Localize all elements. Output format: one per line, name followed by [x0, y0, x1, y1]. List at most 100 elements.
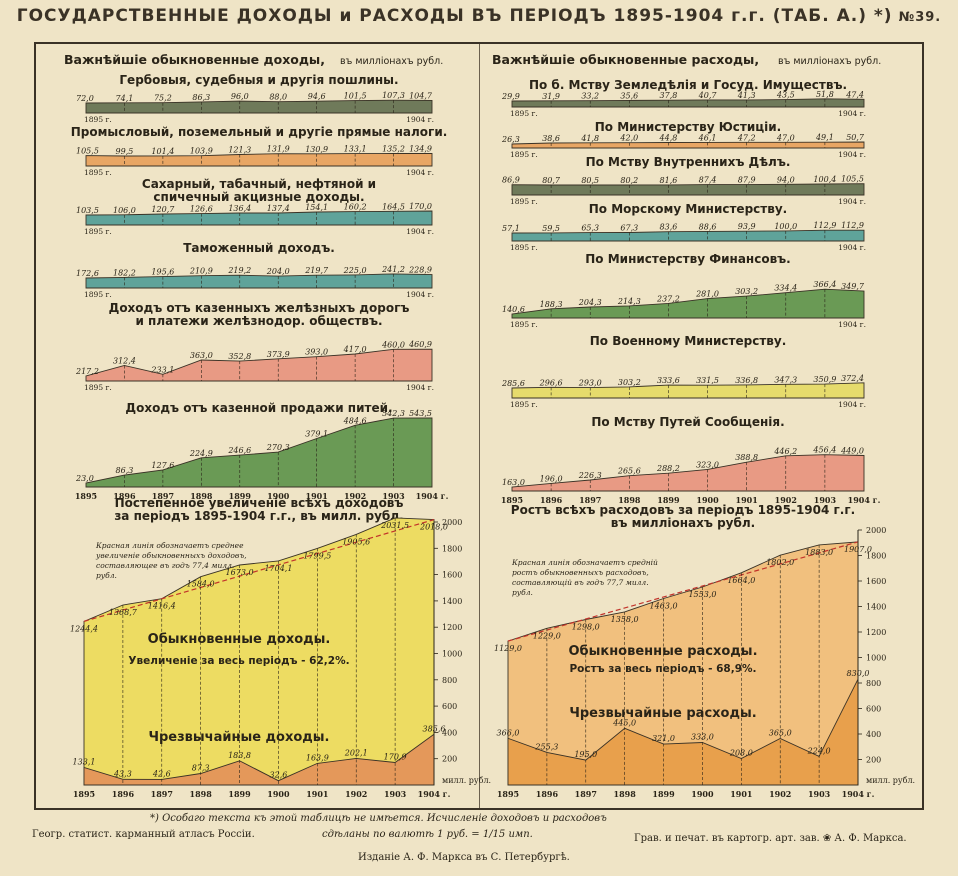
year-tick-exp-total-2: 1897	[575, 789, 597, 799]
value-label-exp-total-ordinary-8: 1883,0	[805, 548, 833, 557]
year-start-rev-excise: 1895 г.	[84, 227, 112, 236]
area-exp-war	[511, 382, 865, 399]
value-label-exp-justice-9: 50,7	[846, 133, 865, 142]
page-title: ГОСУДАРСТВЕННЫЕ ДОХОДЫ и РАСХОДЫ ВЪ ПЕРІ…	[0, 6, 958, 26]
value-label-rev-rail-8: 460,0	[381, 340, 405, 349]
chart-title-rev-rail: Доходъ отъ казенныхъ желѣзныхъ дорогъ	[109, 301, 410, 315]
value-label-rev-stamp-1: 74,1	[116, 94, 134, 103]
value-label-exp-total-extra-1: 255,3	[534, 742, 558, 751]
value-label-rev-drink-8: 542,3	[382, 409, 405, 418]
value-label-exp-total-extra-4: 321,0	[652, 734, 675, 743]
value-label-exp-war-4: 333,6	[657, 376, 680, 385]
value-label-rev-rail-9: 460,9	[408, 340, 432, 349]
value-label-exp-finance-5: 281,0	[695, 290, 719, 299]
chart-title-rev-rail-line2: и платежи желѣзнодор. обществъ.	[135, 314, 382, 328]
year-start-rev-customs: 1895 г.	[84, 290, 112, 299]
value-label-rev-drink-9: 543,5	[409, 409, 432, 418]
value-label-rev-total-extra-5: 32,6	[270, 771, 288, 780]
average-note-exp-total-line1: ростъ обыкновенныхъ расходовъ,	[512, 568, 649, 577]
chart-frame	[34, 42, 924, 810]
title-text: ГОСУДАРСТВЕННЫЕ ДОХОДЫ и РАСХОДЫ ВЪ ПЕРІ…	[16, 6, 893, 26]
area-rev-total-ordinary	[83, 517, 435, 786]
value-label-rev-total-ordinary-5: 1704,1	[264, 564, 292, 573]
value-label-rev-customs-3: 210,9	[189, 267, 213, 276]
y-tick-label-rev-total-1200: 1200	[442, 623, 462, 632]
chart-title-rev-excise: Сахарный, табачный, нефтяной и	[142, 177, 376, 191]
value-label-rev-industrial-4: 121,3	[228, 145, 251, 154]
y-tick-label-rev-total-1600: 1600	[442, 571, 462, 580]
value-label-exp-interior-6: 87,9	[738, 176, 756, 185]
value-label-exp-total-extra-8: 224,0	[807, 746, 831, 755]
area-exp-navy	[511, 229, 865, 242]
value-label-exp-total-extra-6: 208,0	[729, 748, 753, 757]
value-label-rev-total-extra-6: 163,9	[306, 753, 329, 762]
year-tick-exp-transport-4: 1899	[657, 495, 680, 505]
chart-title-rev-customs: Таможенный доходъ.	[183, 241, 335, 255]
value-label-exp-interior-7: 94,0	[777, 175, 795, 184]
value-label-rev-stamp-2: 75,2	[154, 94, 172, 103]
value-label-exp-finance-6: 303,2	[735, 287, 758, 296]
value-label-rev-rail-4: 352,8	[228, 352, 251, 361]
value-label-rev-drink-2: 127,6	[151, 461, 174, 470]
value-label-exp-war-5: 331,5	[696, 376, 719, 385]
year-tick-rev-total-0: 1895	[73, 789, 95, 799]
year-tick-exp-total-5: 1900	[691, 789, 714, 799]
year-start-exp-agri: 1895 г.	[510, 109, 538, 118]
area-exp-agri	[511, 98, 865, 108]
year-tick-exp-transport-2: 1897	[579, 495, 601, 505]
value-label-exp-war-7: 347,3	[774, 375, 797, 384]
value-label-rev-excise-2: 120,7	[151, 205, 175, 214]
value-label-exp-justice-5: 46,1	[698, 133, 717, 142]
value-label-exp-justice-1: 38,6	[542, 134, 560, 143]
year-start-rev-stamp: 1895 г.	[84, 115, 112, 124]
chart-title-rev-stamp: Гербовыя, судебныя и другія пошлины.	[119, 73, 398, 87]
year-start-exp-war: 1895 г.	[510, 400, 538, 409]
chart-title-rev-drink: Доходъ отъ казенной продажи питей.	[125, 401, 392, 415]
average-note-rev-total-line2: составляющее въ годъ 77,4 милл.	[96, 561, 234, 570]
y-tick-label-exp-total-1600: 1600	[866, 577, 886, 586]
year-tick-rev-drink-6: 1901	[306, 491, 328, 501]
value-label-exp-navy-6: 93,9	[738, 222, 756, 231]
area-rev-excise	[85, 210, 433, 226]
value-label-rev-excise-8: 164,5	[382, 202, 405, 211]
value-label-rev-drink-4: 246,6	[227, 446, 251, 455]
y-tick-label-exp-total-400: 400	[866, 730, 881, 739]
value-label-exp-interior-5: 87,4	[699, 176, 717, 185]
value-label-exp-war-8: 350,9	[813, 375, 836, 384]
value-label-rev-total-ordinary-1: 1368,7	[109, 608, 138, 617]
value-label-rev-rail-0: 217,2	[75, 367, 99, 376]
value-label-exp-finance-1: 188,3	[540, 300, 563, 309]
value-label-rev-customs-6: 219,7	[304, 266, 329, 275]
value-label-rev-stamp-8: 107,3	[382, 91, 405, 100]
value-label-rev-customs-7: 225,0	[343, 266, 367, 275]
year-end-exp-war: 1904 г.	[838, 400, 866, 409]
value-label-exp-total-ordinary-2: 1298,0	[572, 623, 600, 632]
year-end-exp-finance: 1904 г.	[838, 320, 866, 329]
value-label-exp-transport-4: 288,2	[656, 464, 680, 473]
value-label-rev-customs-1: 182,2	[113, 268, 136, 277]
area-exp-interior	[511, 183, 865, 196]
chart-title-exp-transport: По Мству Путей Сообщенія.	[591, 415, 784, 429]
year-start-rev-industrial: 1895 г.	[84, 168, 112, 177]
value-label-exp-transport-0: 163,0	[502, 478, 525, 487]
chart-title-exp-navy: По Морскому Министерству.	[589, 202, 787, 216]
value-label-exp-total-ordinary-7: 1802,0	[766, 558, 794, 567]
value-label-rev-rail-3: 363,0	[190, 351, 213, 360]
value-label-rev-stamp-0: 72,0	[76, 94, 94, 103]
value-label-exp-total-extra-2: 195,0	[574, 750, 597, 759]
y-tick-label-rev-total-200: 200	[442, 755, 457, 764]
average-note-rev-total-line3: рубл.	[96, 571, 117, 580]
year-end-rev-industrial: 1904 г.	[406, 168, 434, 177]
value-label-rev-excise-5: 137,4	[267, 204, 290, 213]
value-label-rev-drink-3: 224,9	[189, 449, 213, 458]
area-rev-drink	[85, 417, 433, 488]
right-header: Важнѣйшіе обыкновенные расходы,	[492, 52, 759, 67]
value-label-exp-total-ordinary-4: 1463,0	[650, 601, 678, 610]
value-label-rev-rail-7: 417,0	[343, 345, 367, 354]
value-label-exp-transport-9: 449,0	[840, 447, 864, 456]
value-label-exp-interior-2: 80,5	[581, 176, 599, 185]
year-tick-rev-total-4: 1899	[228, 789, 251, 799]
value-label-rev-stamp-9: 104,7	[409, 91, 433, 100]
area-exp-transport	[511, 454, 865, 492]
value-label-rev-drink-5: 270,3	[266, 443, 290, 452]
